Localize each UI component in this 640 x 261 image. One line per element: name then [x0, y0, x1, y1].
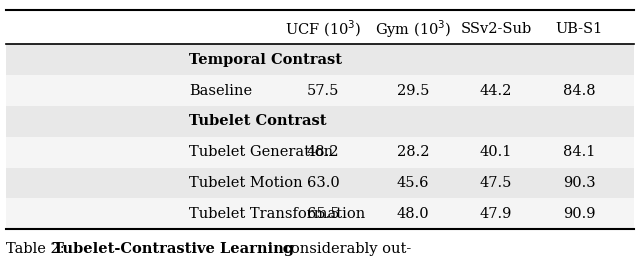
Text: SSv2-Sub: SSv2-Sub [460, 22, 532, 36]
Text: Temporal Contrast: Temporal Contrast [189, 53, 342, 67]
FancyBboxPatch shape [6, 106, 634, 137]
Text: Gym (10$^3$): Gym (10$^3$) [374, 18, 451, 40]
Text: 84.1: 84.1 [563, 145, 595, 159]
Text: 63.0: 63.0 [307, 176, 340, 190]
Text: 44.2: 44.2 [480, 84, 512, 98]
Text: Tubelet Contrast: Tubelet Contrast [189, 114, 326, 128]
Text: 84.8: 84.8 [563, 84, 595, 98]
Text: 47.9: 47.9 [480, 207, 512, 221]
Text: 29.5: 29.5 [397, 84, 429, 98]
Text: 45.6: 45.6 [397, 176, 429, 190]
Text: UB-S1: UB-S1 [556, 22, 603, 36]
Text: Table 2:: Table 2: [6, 242, 74, 256]
Text: 65.5: 65.5 [307, 207, 339, 221]
Text: 48.2: 48.2 [307, 145, 339, 159]
Text: Tubelet Transformation: Tubelet Transformation [189, 207, 365, 221]
Text: 90.3: 90.3 [563, 176, 595, 190]
FancyBboxPatch shape [6, 44, 634, 75]
FancyBboxPatch shape [6, 137, 634, 168]
Text: Tubelet Motion: Tubelet Motion [189, 176, 303, 190]
Text: 40.1: 40.1 [480, 145, 512, 159]
Text: UCF (10$^3$): UCF (10$^3$) [285, 19, 362, 39]
FancyBboxPatch shape [6, 198, 634, 229]
Text: 47.5: 47.5 [480, 176, 512, 190]
Text: 28.2: 28.2 [397, 145, 429, 159]
FancyBboxPatch shape [6, 168, 634, 198]
Text: 48.0: 48.0 [397, 207, 429, 221]
Text: considerably out-: considerably out- [278, 242, 412, 256]
Text: Tubelet-Contrastive Learning: Tubelet-Contrastive Learning [53, 242, 294, 256]
FancyBboxPatch shape [6, 75, 634, 106]
Text: 90.9: 90.9 [563, 207, 595, 221]
Text: Baseline: Baseline [189, 84, 252, 98]
Text: 57.5: 57.5 [307, 84, 339, 98]
Text: Tubelet Generation: Tubelet Generation [189, 145, 333, 159]
